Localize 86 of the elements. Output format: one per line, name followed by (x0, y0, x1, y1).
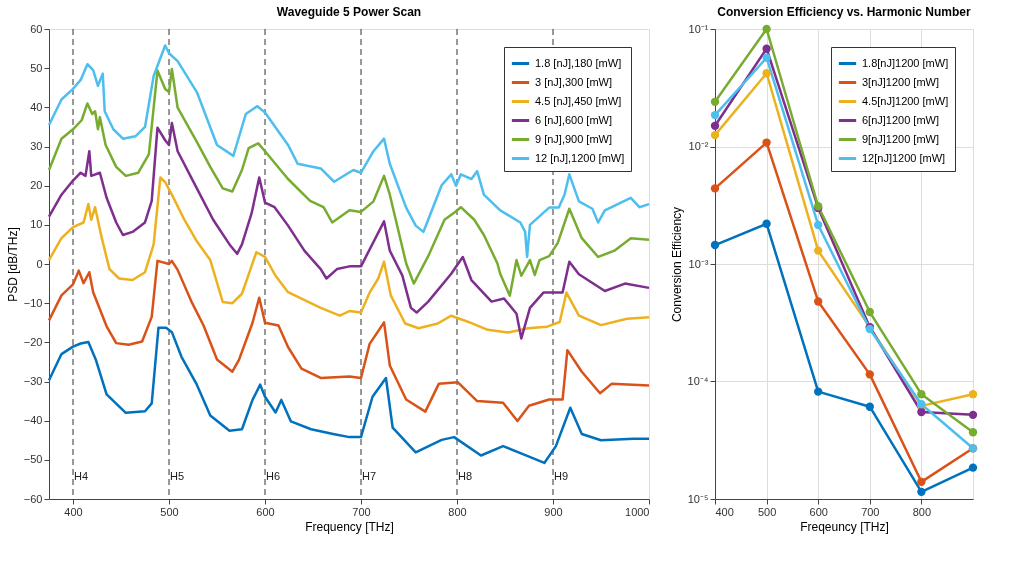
ref-line-label: H4 (74, 470, 89, 482)
ref-line-label: H7 (362, 470, 377, 482)
ref-line-label: H5 (170, 470, 185, 482)
legend-label: 1.8 [nJ],180 [mW] (535, 56, 622, 69)
y-axis-title: PSD [dB/THz] (5, 227, 20, 302)
y-tick-label: 30 (30, 140, 43, 152)
y-tick-label: −10 (23, 296, 43, 309)
y-tick-label: 10 (30, 218, 43, 231)
line-series (47, 259, 651, 423)
point (968, 463, 978, 472)
point (710, 240, 720, 250)
y-tick-label: 20 (30, 179, 43, 192)
point (917, 390, 926, 399)
y-tick-label: 10⁻¹ (688, 22, 709, 35)
x-tick-label: 700 (861, 505, 880, 518)
point (710, 110, 720, 120)
point (865, 402, 874, 411)
point (710, 97, 720, 106)
y-tick-label: 10⁻⁵ (687, 492, 709, 505)
x-tick-label: 500 (757, 505, 777, 518)
point (710, 121, 720, 130)
point (814, 220, 823, 230)
x-tick-label: 700 (352, 505, 371, 518)
point (968, 410, 978, 420)
y-tick-label: 10⁻⁴ (687, 375, 709, 387)
line-series (47, 326, 651, 465)
x-axis-title: Frequency [THz] (305, 519, 394, 534)
point (762, 53, 771, 62)
point (917, 477, 926, 486)
x-tick-label: 900 (544, 505, 563, 518)
point (968, 390, 978, 399)
ref-line-label: H8 (458, 470, 473, 482)
point (762, 138, 771, 147)
legend-label: 9 [nJ],900 [mW] (535, 132, 613, 145)
y-tick-label: 40 (30, 100, 43, 113)
chart-title: Conversion Efficiency vs. Harmonic Number (717, 5, 972, 19)
legend-label: 12 [nJ],1200 [mW] (535, 151, 625, 164)
legend-label: 3[nJ]1200 [mW] (862, 75, 940, 88)
point (814, 246, 823, 255)
point (917, 407, 926, 417)
legend-label: 3 [nJ],300 [mW] (535, 75, 613, 88)
y-tick-label: −20 (23, 335, 43, 348)
point (865, 307, 874, 317)
point (762, 219, 771, 228)
x-tick-label: 800 (448, 505, 467, 518)
x-axis-title: Freqeuncy [THz] (800, 519, 889, 534)
legend-label: 6[nJ]1200 [mW] (862, 113, 940, 126)
y-tick-label: 60 (30, 22, 43, 35)
y-tick-label: −60 (23, 492, 43, 505)
legend-label: 4.5[nJ]1200 [mW] (862, 94, 949, 107)
legend-label: 12[nJ]1200 [mW] (862, 151, 946, 164)
line-series (47, 44, 651, 259)
point (968, 428, 978, 437)
y-axis-title: Conversion Efficiency (669, 206, 684, 323)
legend-label: 9[nJ]1200 [mW] (862, 132, 940, 145)
y-tick-label: 10⁻³ (688, 257, 709, 270)
x-tick-label: 800 (912, 505, 932, 518)
y-tick-label: −30 (23, 375, 43, 387)
legend-label: 1.8[nJ]1200 [mW] (862, 56, 949, 69)
chart-title: Waveguide 5 Power Scan (276, 5, 422, 19)
y-tick-label: 10⁻² (688, 140, 709, 152)
point (762, 44, 771, 53)
line-series (47, 176, 651, 334)
x-tick-label: 600 (809, 505, 828, 518)
point (814, 297, 823, 306)
point (917, 487, 926, 497)
x-tick-label: 500 (160, 505, 179, 518)
point (710, 184, 720, 193)
legend-label: 6 [nJ],600 [mW] (535, 113, 613, 126)
x-tick-label: 400 (715, 505, 734, 518)
ref-line-label: H6 (266, 470, 281, 482)
point (762, 69, 771, 78)
y-tick-label: −50 (23, 453, 43, 466)
y-tick-label: 50 (30, 61, 43, 74)
x-tick-label: 400 (64, 505, 83, 518)
point (762, 24, 771, 34)
ref-line-label: H9 (554, 470, 569, 482)
point (865, 370, 874, 379)
legend-label: 4.5 [nJ],450 [mW] (535, 94, 622, 107)
y-tick-label: 0 (36, 257, 43, 270)
point (814, 387, 823, 396)
y-tick-label: −40 (23, 414, 43, 427)
x-tick-label: 1000 (625, 505, 650, 518)
line-series (47, 67, 651, 297)
x-tick-label: 600 (256, 505, 275, 518)
point (710, 130, 720, 140)
